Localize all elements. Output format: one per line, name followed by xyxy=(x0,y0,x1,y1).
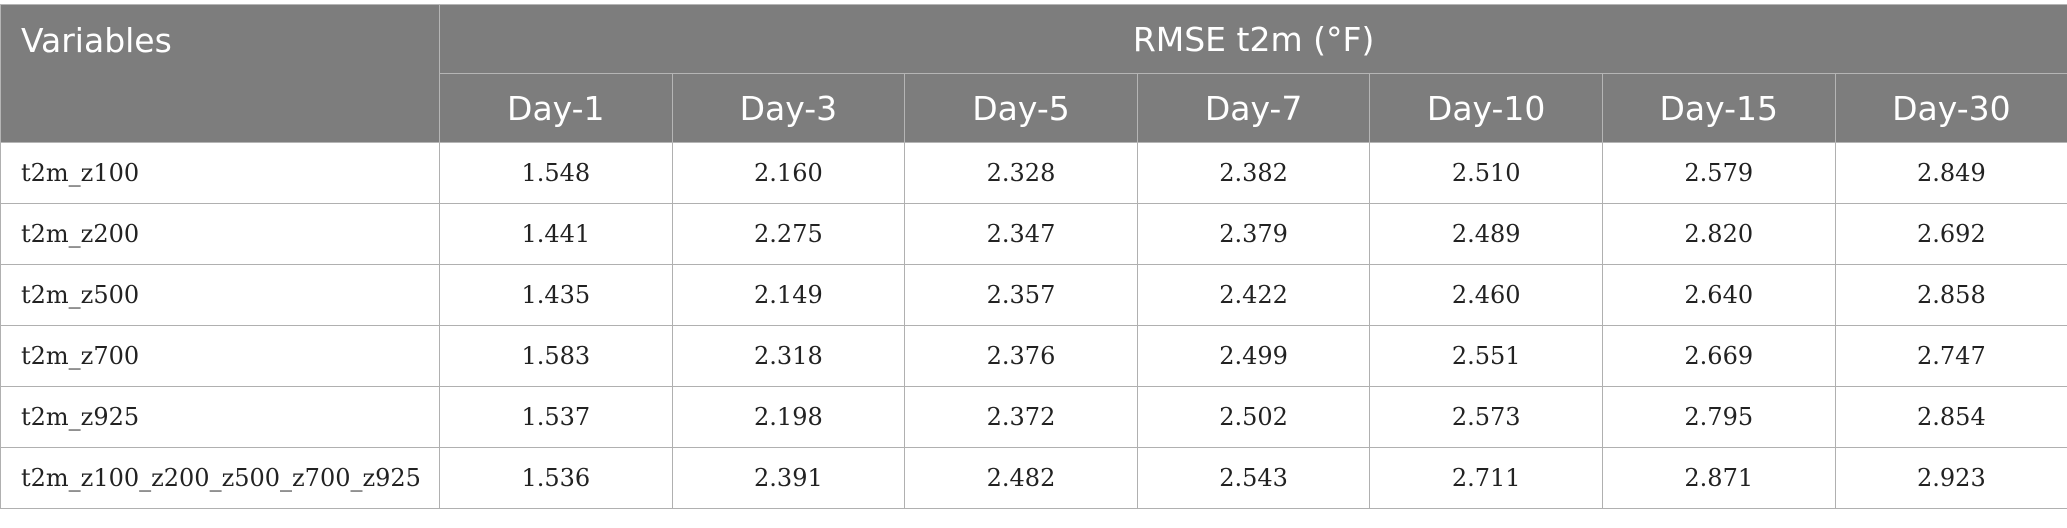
variables-header: Variables xyxy=(0,4,440,143)
table-row: t2m_z500 1.435 2.149 2.357 2.422 2.460 2… xyxy=(0,264,2067,326)
day-header: Day-3 xyxy=(671,73,906,143)
value-cell: 1.441 xyxy=(439,203,673,265)
day-header: Day-10 xyxy=(1369,73,1603,143)
value-cell: 2.858 xyxy=(1834,264,2067,326)
value-cell: 2.422 xyxy=(1136,264,1371,326)
table-header: Variables RMSE t2m (°F) Day-1 Day-3 Day-… xyxy=(0,4,2067,143)
value-cell: 2.318 xyxy=(671,325,906,387)
rmse-table-container: Variables RMSE t2m (°F) Day-1 Day-3 Day-… xyxy=(0,4,2067,509)
value-cell: 2.482 xyxy=(904,447,1138,509)
value-cell: 2.820 xyxy=(1601,203,1836,265)
value-cell: 2.579 xyxy=(1601,142,1836,204)
value-cell: 2.382 xyxy=(1136,142,1371,204)
value-cell: 2.923 xyxy=(1834,447,2067,509)
value-cell: 2.376 xyxy=(904,325,1138,387)
table-row: t2m_z700 1.583 2.318 2.376 2.499 2.551 2… xyxy=(0,325,2067,387)
day-header: Day-7 xyxy=(1136,73,1371,143)
value-cell: 2.711 xyxy=(1369,447,1603,509)
variable-cell: t2m_z925 xyxy=(0,386,440,448)
value-cell: 2.747 xyxy=(1834,325,2067,387)
value-cell: 1.583 xyxy=(439,325,673,387)
value-cell: 2.692 xyxy=(1834,203,2067,265)
day-header: Day-5 xyxy=(904,73,1138,143)
day-header: Day-30 xyxy=(1834,73,2067,143)
value-cell: 2.510 xyxy=(1369,142,1603,204)
value-cell: 2.328 xyxy=(904,142,1138,204)
value-cell: 2.160 xyxy=(671,142,906,204)
value-cell: 2.573 xyxy=(1369,386,1603,448)
table-row: t2m_z100_z200_z500_z700_z925 1.536 2.391… xyxy=(0,447,2067,509)
variable-cell: t2m_z500 xyxy=(0,264,440,326)
value-cell: 2.543 xyxy=(1136,447,1371,509)
value-cell: 1.548 xyxy=(439,142,673,204)
value-cell: 2.854 xyxy=(1834,386,2067,448)
value-cell: 2.275 xyxy=(671,203,906,265)
value-cell: 2.849 xyxy=(1834,142,2067,204)
value-cell: 2.795 xyxy=(1601,386,1836,448)
value-cell: 1.435 xyxy=(439,264,673,326)
table-body: t2m_z100 1.548 2.160 2.328 2.382 2.510 2… xyxy=(0,142,2067,509)
value-cell: 2.871 xyxy=(1601,447,1836,509)
value-cell: 2.460 xyxy=(1369,264,1603,326)
value-cell: 1.537 xyxy=(439,386,673,448)
value-cell: 2.379 xyxy=(1136,203,1371,265)
rmse-table: Variables RMSE t2m (°F) Day-1 Day-3 Day-… xyxy=(0,4,2067,509)
value-cell: 1.536 xyxy=(439,447,673,509)
value-cell: 2.640 xyxy=(1601,264,1836,326)
value-cell: 2.502 xyxy=(1136,386,1371,448)
value-cell: 2.551 xyxy=(1369,325,1603,387)
value-cell: 2.489 xyxy=(1369,203,1603,265)
value-cell: 2.372 xyxy=(904,386,1138,448)
variable-cell: t2m_z700 xyxy=(0,325,440,387)
value-cell: 2.499 xyxy=(1136,325,1371,387)
day-header: Day-1 xyxy=(439,73,673,143)
day-header: Day-15 xyxy=(1601,73,1836,143)
value-cell: 2.357 xyxy=(904,264,1138,326)
value-cell: 2.347 xyxy=(904,203,1138,265)
variable-cell: t2m_z200 xyxy=(0,203,440,265)
table-row: t2m_z925 1.537 2.198 2.372 2.502 2.573 2… xyxy=(0,386,2067,448)
variable-cell: t2m_z100 xyxy=(0,142,440,204)
value-cell: 2.391 xyxy=(671,447,906,509)
value-cell: 2.198 xyxy=(671,386,906,448)
value-cell: 2.669 xyxy=(1601,325,1836,387)
table-row: t2m_z100 1.548 2.160 2.328 2.382 2.510 2… xyxy=(0,142,2067,204)
value-cell: 2.149 xyxy=(671,264,906,326)
table-row: t2m_z200 1.441 2.275 2.347 2.379 2.489 2… xyxy=(0,203,2067,265)
variable-cell: t2m_z100_z200_z500_z700_z925 xyxy=(0,447,440,509)
rmse-group-header: RMSE t2m (°F) xyxy=(438,4,2067,74)
